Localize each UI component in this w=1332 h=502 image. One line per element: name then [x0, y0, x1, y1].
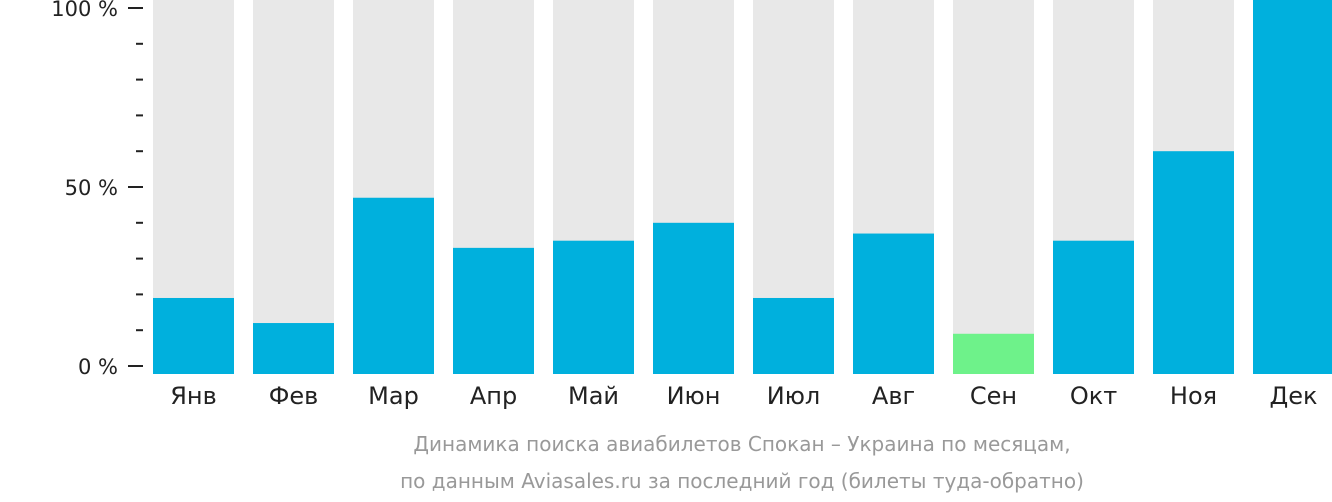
bar-7	[753, 297, 834, 374]
x-tick-label: Июн	[667, 382, 721, 410]
bar-5	[553, 240, 634, 374]
bar-9	[953, 333, 1034, 374]
caption-line-2: по данным Aviasales.ru за последний год …	[400, 469, 1084, 493]
x-axis-labels: Янв Фев Мар Апр Май Июн Июл Авг Сен Окт Ноя Дек	[170, 382, 1317, 410]
x-tick-label: Ноя	[1170, 382, 1217, 410]
x-tick-label: Сен	[970, 382, 1017, 410]
x-tick-label: Май	[568, 382, 619, 410]
bar-4	[453, 247, 534, 374]
caption-line-1: Динамика поиска авиабилетов Спокан – Укр…	[413, 432, 1070, 456]
bar-track	[253, 0, 334, 374]
bar-12	[1253, 0, 1332, 374]
x-tick-label: Окт	[1070, 382, 1117, 410]
bar-1	[153, 297, 234, 374]
bars-group	[153, 0, 1332, 374]
x-tick-label: Янв	[170, 382, 217, 410]
bar-11	[1153, 151, 1234, 374]
y-tick-label: 0 %	[78, 355, 118, 379]
bar-3	[353, 197, 434, 374]
x-tick-label: Фев	[269, 382, 319, 410]
x-tick-label: Дек	[1269, 382, 1317, 410]
bar-10	[1053, 240, 1134, 374]
bar-2	[253, 323, 334, 374]
x-tick-label: Июл	[767, 382, 821, 410]
bar-6	[653, 222, 734, 374]
bar-track	[953, 0, 1034, 374]
x-tick-label: Апр	[470, 382, 517, 410]
y-tick-label: 100 %	[51, 0, 118, 21]
y-tick-label: 50 %	[65, 176, 118, 200]
x-tick-label: Авг	[872, 382, 915, 410]
x-tick-label: Мар	[368, 382, 419, 410]
y-axis: 0 % 50 % 100 %	[51, 0, 143, 379]
bar-8	[853, 233, 934, 374]
